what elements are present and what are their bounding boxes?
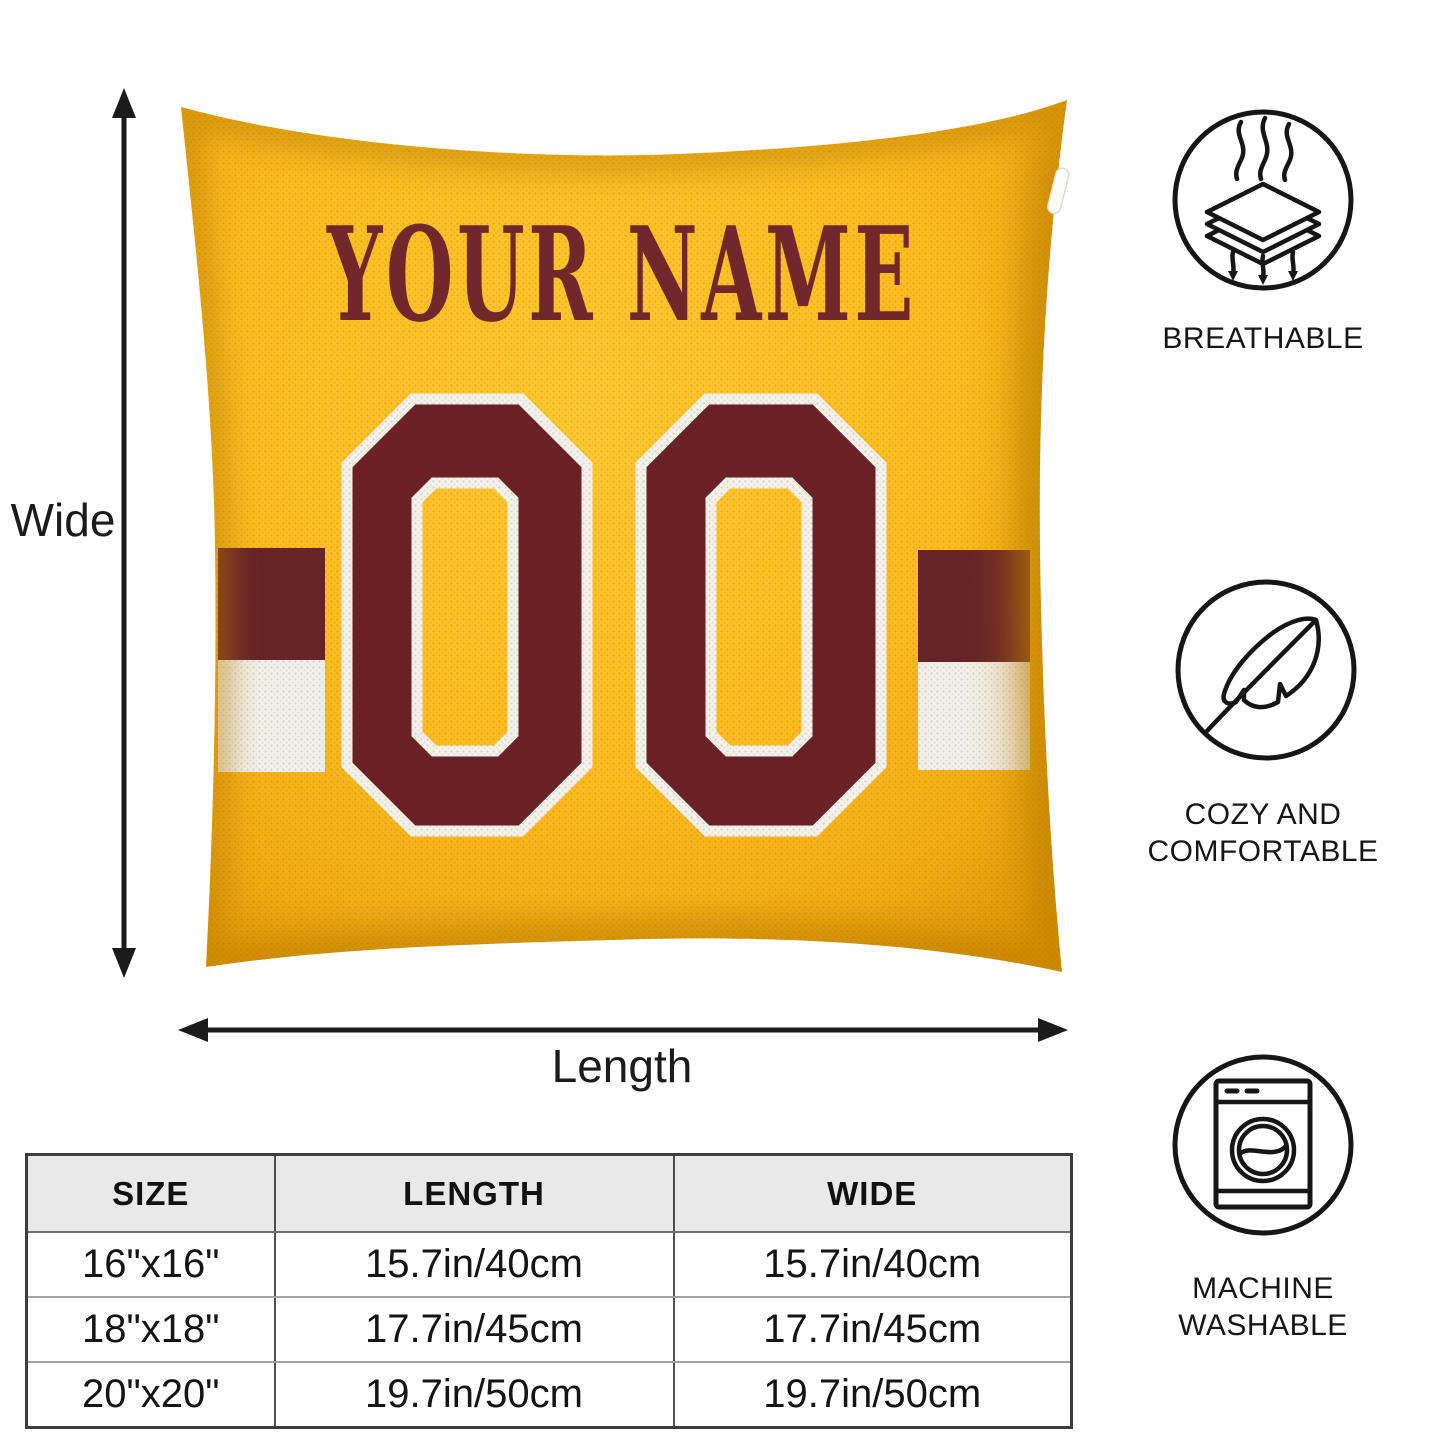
feature-label-breathable: BREATHABLE	[1100, 320, 1426, 357]
wide-arrow	[112, 88, 136, 978]
breathable-layers-icon	[1172, 109, 1354, 291]
size-table-header-row: SIZE LENGTH WIDE	[25, 1154, 1073, 1233]
feature-label-washable: MACHINE WASHABLE	[1100, 1270, 1426, 1344]
feature-label-line: COZY AND	[1184, 798, 1342, 831]
washing-machine-icon	[1172, 1054, 1354, 1236]
table-row: 18"x18" 17.7in/45cm 17.7in/45cm	[25, 1297, 1073, 1363]
table-row: 16"x16" 15.7in/40cm 15.7in/40cm	[25, 1232, 1073, 1298]
feature-label-line: COMFORTABLE	[1147, 835, 1379, 868]
size-table-header-length: LENGTH	[273, 1154, 675, 1233]
size-table-header-size: SIZE	[25, 1154, 276, 1233]
wide-dimension-label: Wide	[10, 494, 116, 546]
feature-label-line: MACHINE	[1192, 1272, 1334, 1305]
feather-icon	[1175, 579, 1357, 761]
size-table: SIZE LENGTH WIDE 16"x16" 15.7in/40cm 15.…	[25, 1153, 1073, 1429]
cell-wide: 19.7in/50cm	[672, 1362, 1073, 1428]
fabric-texture	[181, 100, 1067, 972]
zipper-pull	[1047, 167, 1070, 215]
cell-wide: 15.7in/40cm	[672, 1232, 1073, 1298]
cell-size: 16"x16"	[25, 1232, 276, 1298]
cell-length: 19.7in/50cm	[273, 1362, 675, 1428]
pillow-photo: YOUR NAME	[181, 100, 1070, 972]
cell-size: 20"x20"	[25, 1362, 276, 1428]
cell-wide: 17.7in/45cm	[672, 1297, 1073, 1363]
length-dimension-label: Length	[551, 1040, 693, 1092]
size-table-header-wide: WIDE	[672, 1154, 1073, 1233]
feature-label-cozy: COZY AND COMFORTABLE	[1100, 796, 1426, 870]
cell-size: 18"x18"	[25, 1297, 276, 1363]
cell-length: 15.7in/40cm	[273, 1232, 675, 1298]
feature-label-line: BREATHABLE	[1162, 322, 1364, 355]
length-arrow	[178, 1018, 1068, 1042]
cell-length: 17.7in/45cm	[273, 1297, 675, 1363]
table-row: 20"x20" 19.7in/50cm 19.7in/50cm	[25, 1362, 1073, 1428]
feature-label-line: WASHABLE	[1178, 1309, 1348, 1342]
